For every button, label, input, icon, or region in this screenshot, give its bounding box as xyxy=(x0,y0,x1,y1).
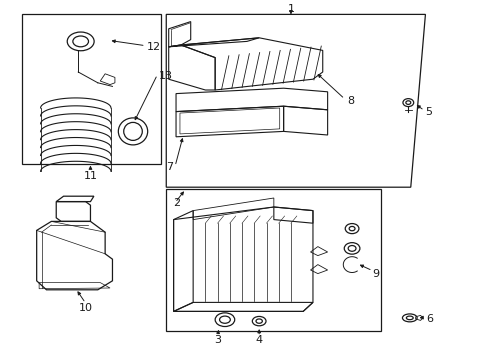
Text: 4: 4 xyxy=(255,335,262,345)
Text: 5: 5 xyxy=(425,107,431,117)
Text: 9: 9 xyxy=(372,269,379,279)
Text: 1: 1 xyxy=(287,4,294,14)
Text: 10: 10 xyxy=(79,303,92,313)
Text: 3: 3 xyxy=(214,335,221,345)
Text: 12: 12 xyxy=(146,42,161,52)
Text: 7: 7 xyxy=(166,162,173,172)
Text: 6: 6 xyxy=(426,314,432,324)
Text: 11: 11 xyxy=(83,171,97,181)
Text: 2: 2 xyxy=(173,198,181,208)
Bar xyxy=(22,14,161,164)
Text: 8: 8 xyxy=(346,96,354,106)
Bar xyxy=(166,189,381,331)
Text: 13: 13 xyxy=(159,71,173,81)
